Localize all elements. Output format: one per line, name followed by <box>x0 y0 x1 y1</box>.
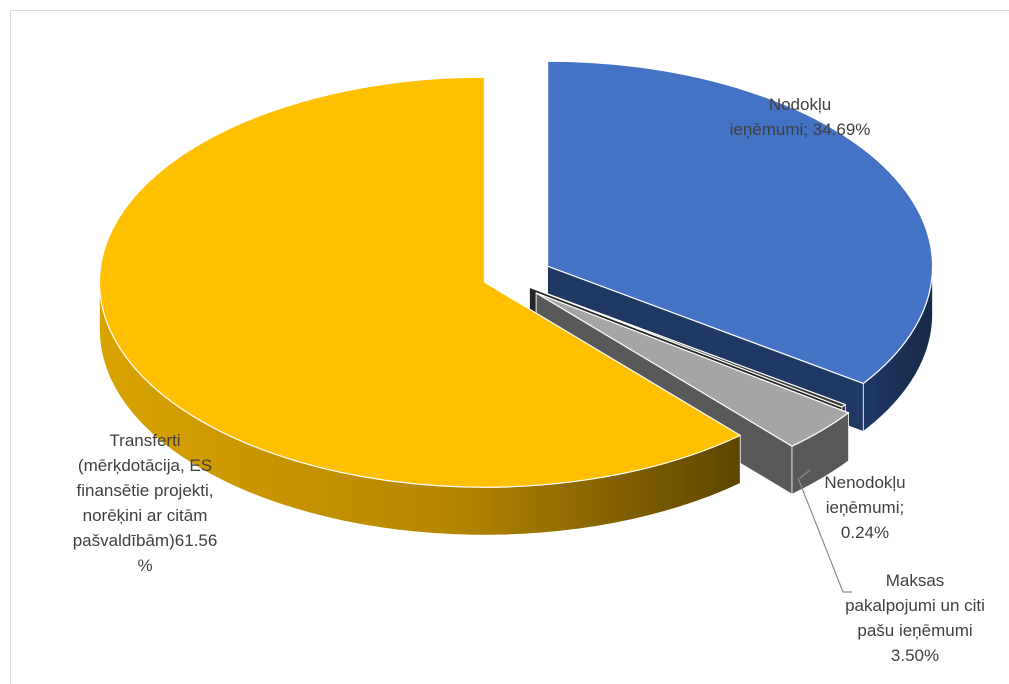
pie-slice-nenodoklu <box>528 286 846 408</box>
label-line: 0.24% <box>840 523 890 542</box>
leader-line-nenodoklu <box>799 469 811 479</box>
label-line: 3.50% <box>890 646 940 665</box>
leader-line-maksas <box>797 477 852 593</box>
label-line: Transferti <box>109 431 181 450</box>
label-line: pašu ieņēmumi <box>857 621 973 640</box>
label-line: pašvaldībām)61.56 <box>72 531 218 550</box>
chart-border-top <box>10 10 1009 11</box>
label-line: pakalpojumi un citi <box>845 596 985 615</box>
pie-slice-transferti <box>98 76 741 488</box>
pie-slice-nodoklu <box>546 60 934 385</box>
chart-border-left <box>10 10 11 684</box>
label-line: Nenodokļu <box>824 473 906 492</box>
label-line: norēķini ar citām <box>82 506 208 525</box>
label-line: Maksas <box>885 571 945 590</box>
label-line: ieņēmumi; 34.69% <box>729 120 871 139</box>
label-line: Nodokļu <box>768 95 832 114</box>
label-line: ieņēmumi; <box>825 498 905 517</box>
label-line: (mērķdotācija, ES <box>77 456 213 475</box>
label-line: finansētie projekti, <box>76 481 214 500</box>
slice-label-maksas: Maksas pakalpojumi un citi pašu ieņēmumi 3.… <box>830 568 1000 668</box>
slice-label-nenodoklu: Nenodokļu ieņēmumi; 0.24% <box>810 470 920 545</box>
slice-label-nodoklu: Nodokļu ieņēmumi; 34.69% <box>700 92 900 142</box>
pie-slice-maksas <box>535 292 850 447</box>
slice-label-transferti: Transferti (mērķdotācija, ES finansētie pr… <box>50 428 240 578</box>
label-line: % <box>137 556 153 575</box>
